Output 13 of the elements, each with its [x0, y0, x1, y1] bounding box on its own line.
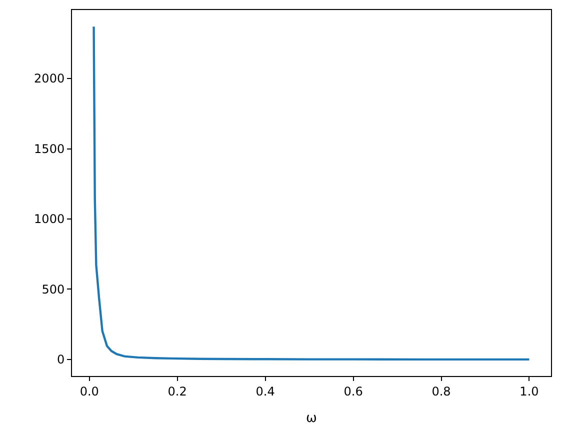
- y-tick-label: 2000: [34, 72, 65, 86]
- x-tick-label: 0.0: [80, 384, 99, 398]
- y-tick-label: 1000: [34, 212, 65, 226]
- x-tick-label: 0.4: [256, 384, 275, 398]
- y-tick-label: 0: [56, 352, 65, 367]
- line-series: [92, 25, 530, 361]
- x-tick-label: 0.2: [168, 384, 187, 398]
- x-axis-title: ω: [306, 411, 317, 426]
- x-tick-label: 1.0: [520, 384, 539, 398]
- x-tick-label: 0.8: [432, 384, 451, 398]
- x-tick-label: 0.6: [344, 384, 363, 398]
- y-tick-label: 1500: [34, 142, 65, 156]
- y-tick-label: 500: [42, 282, 65, 296]
